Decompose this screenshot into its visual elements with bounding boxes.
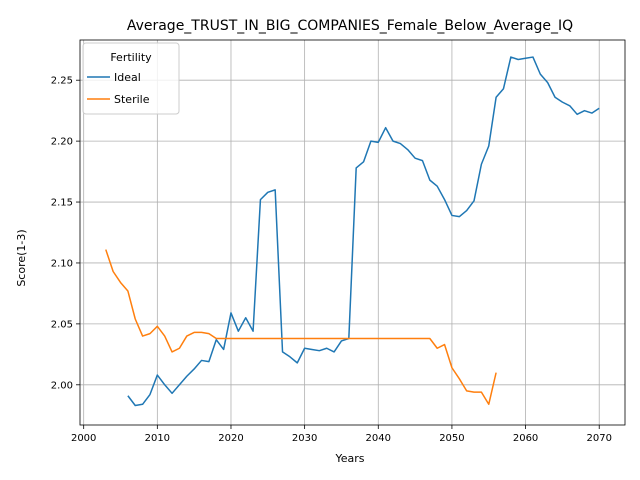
x-tick-label: 2040	[366, 433, 391, 444]
x-tick-label: 2010	[145, 433, 170, 444]
x-tick-label: 2030	[292, 433, 317, 444]
y-tick-label: 2.15	[51, 198, 73, 209]
x-tick-label: 2000	[71, 433, 96, 444]
y-tick-label: 2.10	[51, 258, 73, 269]
legend-label-sterile: Sterile	[114, 93, 150, 106]
plot-frame	[79, 39, 626, 426]
x-tick-label: 2050	[439, 433, 464, 444]
legend-title: Fertility	[110, 51, 152, 64]
y-axis-ticks: 2.00 2.05 2.10 2.15 2.20 2.25	[51, 76, 80, 391]
y-tick-label: 2.00	[51, 380, 73, 391]
x-tick-label: 2060	[513, 433, 538, 444]
x-axis-ticks: 2000 2010 2020 2030 2040 2050 2060 2070	[71, 425, 612, 444]
series-line-ideal	[127, 56, 600, 407]
x-tick-label: 2020	[218, 433, 243, 444]
y-tick-label: 2.20	[51, 137, 73, 148]
legend: Fertility Ideal Sterile	[82, 42, 180, 115]
x-tick-label: 2070	[586, 433, 611, 444]
series-line-sterile	[105, 249, 497, 406]
legend-label-ideal: Ideal	[114, 71, 141, 84]
chart-title: Average_TRUST_IN_BIG_COMPANIES_Female_Be…	[127, 18, 573, 34]
y-tick-label: 2.25	[51, 76, 73, 87]
y-axis-label: Score(1-3)	[15, 229, 28, 286]
y-tick-label: 2.05	[51, 319, 73, 330]
x-axis-label: Years	[334, 452, 364, 465]
series-layer	[105, 56, 600, 407]
legend-box	[82, 42, 180, 115]
